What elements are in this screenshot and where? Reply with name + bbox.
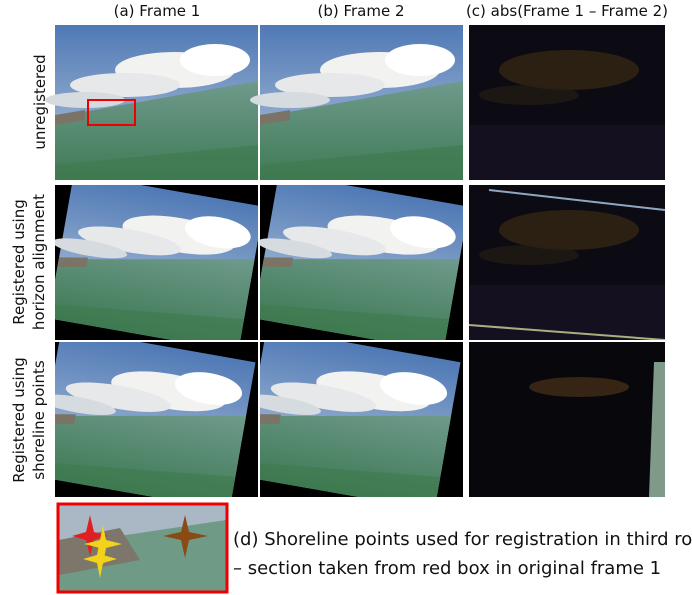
figure: (a) Frame 1 (b) Frame 2 (c) abs(Frame 1 … [0,0,692,595]
image [244,172,469,352]
row-label: unregistered [31,54,49,149]
image [26,326,258,510]
column-header: (a) Frame 1 [114,2,201,20]
image [231,326,463,510]
caption: (d) Shoreline points used for registrati… [233,529,692,550]
image [250,25,463,180]
row-label: shoreline points [30,360,48,480]
caption: – section taken from red box in original… [233,558,661,579]
image [469,185,665,340]
image [39,172,264,352]
image [469,25,665,180]
page: (a) Frame 1 (b) Frame 2 (c) abs(Frame 1 … [0,0,692,595]
row-label: horizon alignment [30,194,48,330]
image [45,25,258,180]
image [469,342,665,497]
row-label: Registered using [10,357,28,482]
column-header: (b) Frame 2 [317,2,404,20]
row-label: Registered using [10,199,28,324]
column-header: (c) abs(Frame 1 – Frame 2) [466,2,668,20]
inset-image [59,505,226,591]
